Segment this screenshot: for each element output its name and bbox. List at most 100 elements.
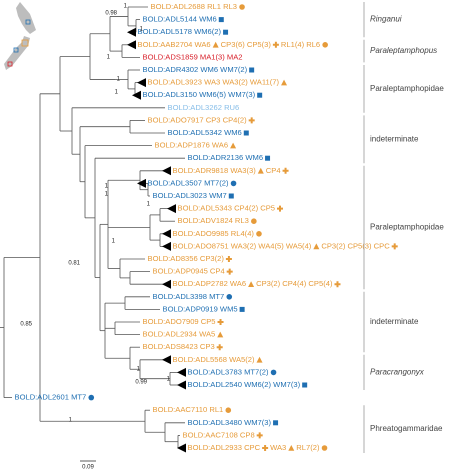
support-value: 1 — [167, 377, 171, 383]
leaf-label: BOLD:ADL3150 WM6(5) WM7(3) — [143, 90, 256, 99]
icon-triangle — [248, 281, 255, 287]
collapsed-clade — [132, 90, 141, 100]
support-value: 1 — [124, 4, 128, 10]
leaf-label: BOLD:ADS1859 MA1(3) MA2 — [143, 52, 243, 61]
leaf-label: BOLD:ADR2136 WM6 — [188, 153, 264, 162]
support-value: 0.98 — [105, 11, 117, 17]
clade-label: Paraleptamphopidae — [370, 223, 444, 232]
collapsed-clade — [127, 27, 136, 37]
support-value: 0.81 — [68, 261, 80, 267]
leaf-label: WA3 — [270, 443, 286, 452]
icon-triangle — [230, 142, 237, 149]
leaf-label: CP3(2) CP4(4) CP5(4) — [256, 279, 333, 288]
icon-square — [243, 130, 249, 136]
leaf-label: BOLD:ADP0919 WM5 — [163, 304, 238, 313]
icon-plus — [225, 256, 232, 262]
collapsed-clade — [162, 355, 171, 365]
icon-circle — [270, 369, 277, 376]
leaf-label: BOLD:ADL2540 WM6(2) WM7(3) — [188, 380, 301, 389]
leaf-label: BOLD:ADL5343 CP4(2) CP5 — [178, 204, 276, 213]
icon-triangle — [217, 331, 224, 338]
leaf-label: BOLD:ADL3507 MT7(2) — [148, 178, 230, 187]
leaf-label: BOLD:ADL2933 CPC — [188, 443, 261, 452]
leaf-label: BOLD:ADL3398 MT7 — [153, 292, 225, 301]
icon-triangle — [313, 243, 320, 250]
icon-triangle — [281, 79, 288, 86]
icon-square — [265, 155, 271, 161]
tree-branches — [0, 6, 185, 449]
support-value: 1 — [137, 367, 141, 373]
leaf-label: BOLD:ADL3023 WM7 — [153, 191, 227, 200]
collapsed-clade — [137, 178, 146, 188]
icon-circle — [239, 4, 245, 10]
leaf-label: BOLD:ADO7909 CP5 — [143, 317, 216, 326]
icon-circle — [88, 394, 95, 401]
icon-plus — [282, 167, 289, 174]
collapsed-clade — [167, 204, 176, 214]
leaf-label: CP4 — [266, 166, 281, 175]
collapsed-clade — [162, 241, 171, 251]
leaf-label: BOLD:ADL5144 WM6 — [143, 15, 217, 24]
icon-triangle — [256, 356, 263, 363]
clade-label: Paraleptamphopidae — [370, 84, 444, 93]
icon-square — [302, 382, 308, 388]
clade-label: indeterminate — [370, 317, 419, 326]
collapsed-clade — [177, 380, 186, 390]
icon-plus — [256, 432, 263, 439]
icon-plus — [262, 445, 269, 451]
leaf-label: BOLD:ADL3923 WA3 WA3(2) WA11(7) — [148, 78, 280, 87]
support-value: 1 — [140, 27, 144, 33]
leaf-label: CP3(2) CP5(3) CPC — [321, 241, 390, 250]
support-value: 1 — [105, 192, 109, 198]
icon-square — [228, 193, 234, 199]
support-value: 1 — [117, 77, 121, 83]
support-value: 0.85 — [20, 322, 32, 328]
icon-plus — [391, 243, 398, 250]
support-value: 1 — [147, 202, 151, 208]
support-value: 1 — [115, 90, 119, 96]
clade-label: Paracrangonyx — [370, 368, 425, 377]
icon-circle — [321, 445, 328, 451]
icon-circle — [225, 407, 232, 414]
icon-square — [239, 306, 245, 312]
leaf-label: RL7(2) — [296, 443, 320, 452]
clade-label: Paraleptamphopus — [370, 46, 437, 55]
leaf-label: BOLD:ADL2601 MT7 — [15, 393, 87, 402]
support-value: 1 — [112, 239, 116, 245]
icon-plus — [248, 117, 255, 124]
collapsed-clade — [177, 443, 186, 453]
leaf-label: BOLD:AAC7108 CP8 — [183, 430, 255, 439]
collapsed-clade — [127, 40, 136, 50]
leaf-label: RL1(4) RL6 — [281, 40, 320, 49]
icon-plus — [277, 205, 283, 212]
icon-circle — [230, 180, 237, 187]
leaf-label: BOLD:ADL5342 WM6 — [168, 128, 242, 137]
icon-plus — [226, 268, 233, 275]
icon-circle — [251, 218, 257, 224]
leaf-label: BOLD:ADR9818 WA3(3) — [173, 166, 257, 175]
leaf-label: BOLD:ADO8751 WA3(2) WA4(5) WA5(4) — [173, 241, 312, 250]
leaf-label: BOLD:ADP1876 WA6 — [155, 141, 229, 150]
support-value: 1 — [105, 184, 109, 190]
scale-label: 0.09 — [82, 465, 94, 470]
collapsed-clade — [137, 78, 146, 88]
collapsed-clade — [162, 166, 171, 176]
leaf-label: BOLD:ADL5178 WM6(2) — [138, 27, 222, 36]
leaf-label: BOLD:ADP0945 CP4 — [153, 267, 225, 276]
leaf-label: BOLD:ADL5568 WA5(2) — [173, 355, 255, 364]
icon-square — [257, 92, 263, 98]
icon-triangle — [212, 41, 219, 48]
icon-square — [249, 67, 255, 73]
leaf-label: BOLD:ADL2934 WA5 — [143, 330, 216, 339]
collapsed-clade — [177, 367, 186, 377]
icon-plus — [216, 344, 223, 351]
leaf-label: BOLD:ADO9985 RL4(4) — [173, 229, 255, 238]
icon-square — [273, 420, 279, 426]
leaf-label: BOLD:AAC7110 RL1 — [153, 405, 224, 414]
leaf-label: BOLD:ADS8423 CP3 — [143, 342, 215, 351]
leaf-label: BOLD:AAB2704 WA6 — [138, 40, 211, 49]
icon-plus — [272, 41, 279, 48]
support-value: 0.99 — [135, 380, 147, 386]
icon-circle — [226, 294, 233, 300]
